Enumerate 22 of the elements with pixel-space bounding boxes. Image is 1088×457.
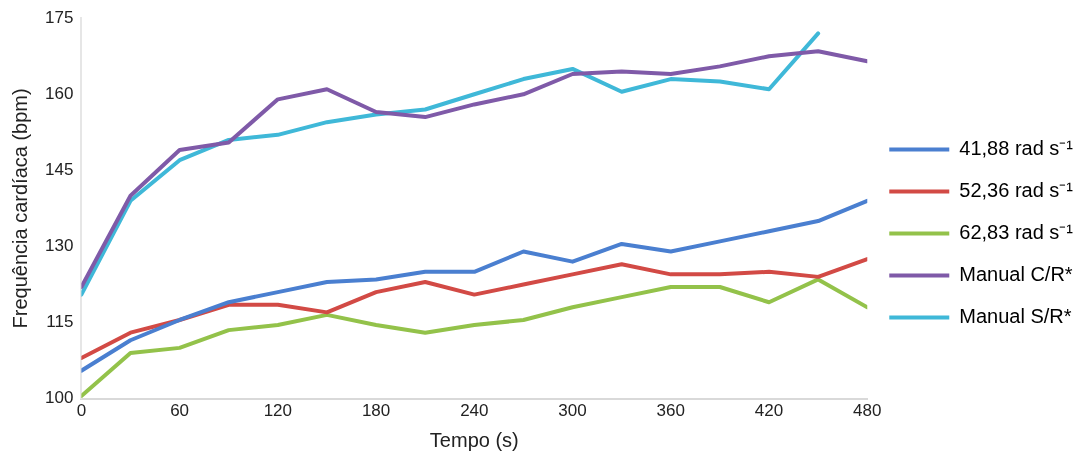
legend-label: Manual S/R* xyxy=(959,305,1072,328)
y-tick-label: 160 xyxy=(44,83,74,103)
legend-label: 41,88 rad s⁻¹ xyxy=(959,137,1074,160)
x-tick-label: 480 xyxy=(853,401,882,421)
y-tick-label: 145 xyxy=(44,160,74,180)
y-tick-label: 100 xyxy=(44,388,74,408)
x-tick-label: 180 xyxy=(361,401,391,421)
x-tick-label: 360 xyxy=(656,401,685,421)
x-tick-label: 60 xyxy=(170,401,190,421)
x-tick-label: 0 xyxy=(76,401,87,421)
x-tick-label: 420 xyxy=(754,401,784,421)
y-tick-label: 130 xyxy=(44,236,74,256)
y-axis-title: Frequência cardíaca (bpm) xyxy=(8,88,31,329)
x-axis-title: Tempo (s) xyxy=(429,428,519,451)
y-tick-label: 175 xyxy=(44,7,74,27)
legend-label: 52,36 rad s⁻¹ xyxy=(959,179,1074,202)
x-tick-label: 300 xyxy=(558,401,587,421)
x-tick-label: 240 xyxy=(460,401,489,421)
y-tick-label: 115 xyxy=(46,312,74,332)
legend-label: Manual C/R* xyxy=(959,263,1073,286)
legend-label: 62,83 rad s⁻¹ xyxy=(959,221,1074,244)
x-tick-label: 120 xyxy=(263,401,293,421)
